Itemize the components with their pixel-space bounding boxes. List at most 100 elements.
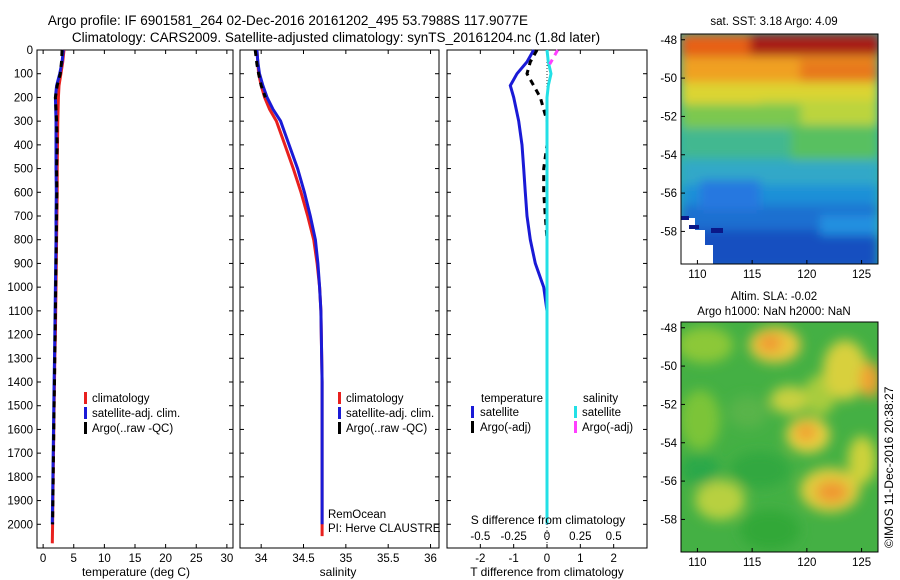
y-tick-label: 300 <box>14 116 33 128</box>
figure-title-line1: Argo profile: IF 6901581_264 02-Dec-2016… <box>48 13 528 28</box>
legend-label-climatology: climatology <box>92 393 150 405</box>
legend-swatch-sal-satellite <box>574 406 577 418</box>
salinity-panel <box>239 49 440 549</box>
x-tick-label: 35 <box>339 553 352 565</box>
salinity-legend: climatology satellite-adj. clim. Argo(..… <box>338 392 434 435</box>
y-tick-label: 100 <box>14 69 33 81</box>
legend-heading-temperature: temperature <box>481 393 543 405</box>
x-tick-label: 36 <box>424 553 437 565</box>
x-tick-label: -1 <box>509 553 519 565</box>
map-y-tick-label: -48 <box>660 323 677 335</box>
x-tick-label: 2 <box>610 553 616 565</box>
y-tick-label: 1300 <box>7 353 33 365</box>
map-x-tick-label: 125 <box>852 557 871 569</box>
difference-xlabel: T difference from climatology <box>470 565 624 579</box>
map-y-tick-label: -58 <box>660 226 677 238</box>
y-tick-label: 1000 <box>7 282 33 294</box>
y-tick-label: 1400 <box>7 377 33 389</box>
y-tick-label: 0 <box>27 45 33 57</box>
sla-heatmap <box>681 322 878 552</box>
map-axes: 110 115 120 125 -48 -50 -52 -54 -56 -58 110 115 120 1… <box>660 35 871 569</box>
y-tick-label: 1200 <box>7 330 33 342</box>
y-tick-label: 1100 <box>8 306 33 318</box>
legend-swatch-argo <box>338 422 341 434</box>
series-salinity-argo-adj <box>548 49 560 65</box>
map-x-tick-label: 110 <box>688 269 706 281</box>
x2-tick-label: -0.25 <box>501 531 527 543</box>
legend-swatch-sal-argo <box>574 421 577 433</box>
x-tick-label: 0 <box>544 553 550 565</box>
difference-x2label: S difference from climatology <box>471 513 626 527</box>
map-x-tick-label: 125 <box>852 269 871 281</box>
x-tick-label: 35.5 <box>377 553 399 565</box>
y-tick-label: 2000 <box>7 519 33 531</box>
legend-swatch-satellite <box>84 407 87 419</box>
temperature-panel <box>36 49 234 549</box>
x2-tick-label: 0.5 <box>606 531 622 543</box>
x-tick-label: 0 <box>40 553 46 565</box>
difference-legend: temperature salinity satellite Argo(-adj… <box>471 393 633 434</box>
x-tick-label: 5 <box>71 553 77 565</box>
sla-map-title-line2: Argo h1000: NaN h2000: NaN <box>697 306 850 318</box>
series-argo-raw-qc <box>51 49 64 525</box>
series-satellite-adj-clim <box>255 49 324 525</box>
x-tick-label: 1 <box>577 553 583 565</box>
series-salinity-satellite <box>545 49 553 525</box>
x-tick-label: 25 <box>190 553 203 565</box>
legend-label-sal-argo: Argo(-adj) <box>582 422 633 434</box>
series-argo-raw-qc <box>253 49 267 98</box>
temperature-legend: climatology satellite-adj. clim. Argo(..… <box>84 392 180 435</box>
legend-label-argo: Argo(..raw -QC) <box>346 423 427 435</box>
y-tick-label: 1600 <box>7 424 33 436</box>
sst-map-frame <box>680 33 879 265</box>
map-x-tick-label: 110 <box>688 557 706 569</box>
y-tick-label: 1700 <box>7 448 33 460</box>
legend-label-temp-satellite: satellite <box>480 407 519 419</box>
map-x-tick-label: 120 <box>797 557 816 569</box>
legend-label-climatology: climatology <box>346 393 404 405</box>
salinity-xlabel: salinity <box>320 565 357 579</box>
legend-label-satellite: satellite-adj. clim. <box>92 408 180 420</box>
difference-plot: -2 -1 0 1 2-0.5 -0.25 0 0.25 0.5 <box>447 49 647 565</box>
sst-map-title: sat. SST: 3.18 Argo: 4.09 <box>710 16 837 28</box>
sla-map-frame <box>680 321 879 553</box>
map-x-tick-label: 120 <box>797 269 816 281</box>
x2-tick-label: -0.5 <box>470 531 490 543</box>
map-y-tick-label: -58 <box>660 514 677 526</box>
x-tick-label: 30 <box>220 553 233 565</box>
legend-label-temp-argo: Argo(-adj) <box>480 422 531 434</box>
x-tick-label: 20 <box>159 553 172 565</box>
map-y-tick-label: -56 <box>660 476 677 488</box>
x-tick-label: 10 <box>98 553 111 565</box>
map-y-tick-label: -56 <box>660 188 677 200</box>
map-x-tick-label: 115 <box>743 557 761 569</box>
x-tick-label: 15 <box>129 553 142 565</box>
legend-swatch-temp-satellite <box>471 406 474 418</box>
credit-text: ©IMOS 11-Dec-2016 20:38:27 <box>882 386 896 548</box>
legend-label-argo: Argo(..raw -QC) <box>92 423 173 435</box>
map-x-tick-label: 115 <box>743 269 761 281</box>
legend-swatch-climatology <box>84 392 87 404</box>
legend-label-sal-satellite: satellite <box>582 407 621 419</box>
sst-heatmap <box>681 34 878 264</box>
y-tick-label: 900 <box>14 258 33 270</box>
legend-swatch-climatology <box>338 392 341 404</box>
x-tick-label: 34 <box>255 553 268 565</box>
temperature-xlabel: temperature (deg C) <box>82 565 190 579</box>
legend-swatch-argo <box>84 422 87 434</box>
map-y-tick-label: -54 <box>660 150 677 162</box>
x2-tick-label: 0.25 <box>569 531 591 543</box>
y-tick-label: 800 <box>14 235 33 247</box>
legend-label-satellite: satellite-adj. clim. <box>346 408 434 420</box>
y-tick-label: 200 <box>14 92 33 104</box>
legend-swatch-satellite <box>338 407 341 419</box>
sla-map-title-line1: Altim. SLA: -0.02 <box>731 291 817 303</box>
y-tick-label: 1900 <box>7 496 33 508</box>
y-tick-label: 500 <box>14 164 33 176</box>
legend-swatch-temp-argo <box>471 421 474 433</box>
salinity-plot: 34 34.5 35 35.5 36 <box>240 49 439 565</box>
figure-title-line2: Climatology: CARS2009. Satellite-adjuste… <box>72 30 600 45</box>
map-y-tick-label: -50 <box>660 361 677 373</box>
y-tick-label: 400 <box>14 140 33 152</box>
